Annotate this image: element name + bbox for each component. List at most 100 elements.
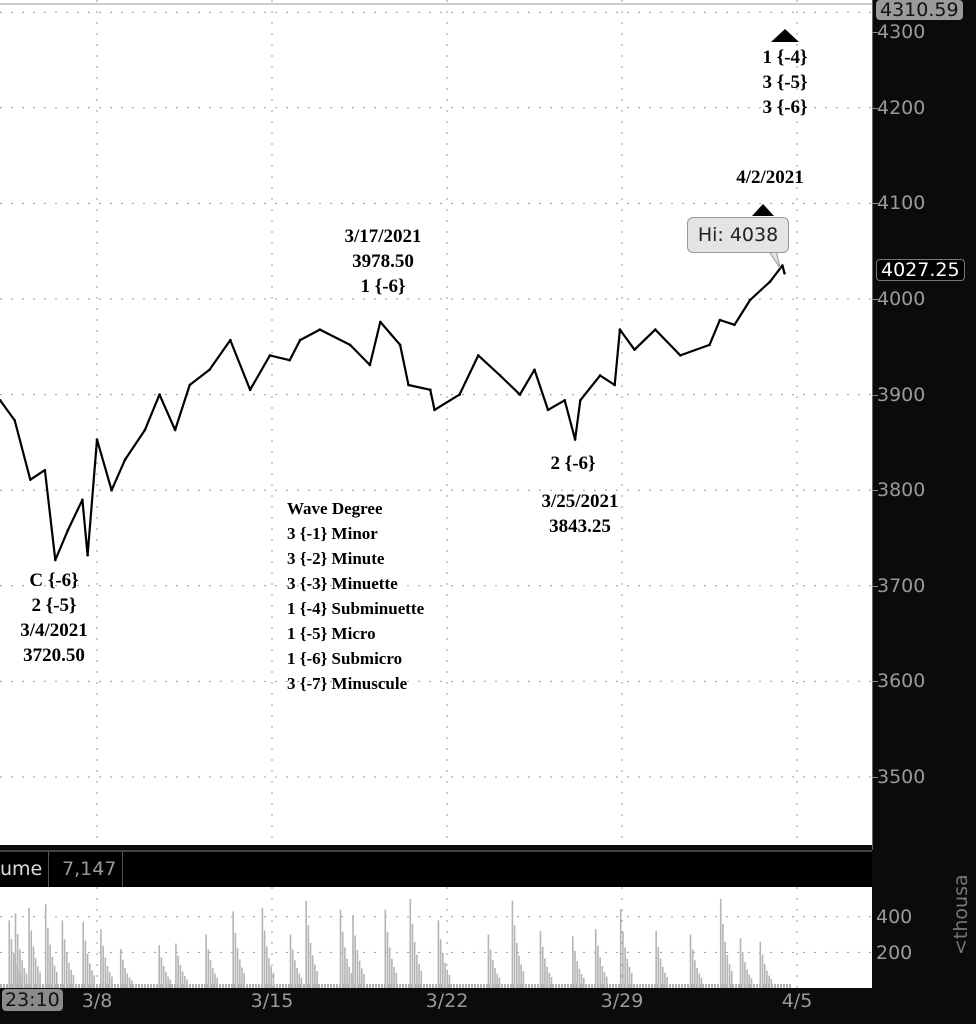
volume-bar xyxy=(698,973,701,988)
volume-bar xyxy=(263,930,266,988)
price-point xyxy=(208,368,211,372)
volume-bar xyxy=(330,984,332,988)
volume-bar xyxy=(108,972,111,988)
volume-bar xyxy=(318,984,320,988)
volume-bar xyxy=(57,984,59,988)
volume-bar xyxy=(730,970,733,988)
volume-bar xyxy=(711,984,713,988)
volume-bar xyxy=(550,976,553,988)
volume-bar xyxy=(63,984,65,988)
volume-bar xyxy=(381,984,383,988)
volume-bar xyxy=(723,984,725,988)
volume-bar xyxy=(39,972,41,988)
volume-bar xyxy=(27,984,29,988)
volume-bar xyxy=(574,950,576,988)
volume-bar xyxy=(268,958,270,988)
volume-chart-area[interactable] xyxy=(0,887,872,988)
price-point xyxy=(679,354,682,357)
volume-bar xyxy=(494,968,496,988)
volume-bar xyxy=(357,984,359,988)
volume-bar xyxy=(25,973,28,988)
volume-bar xyxy=(189,984,191,988)
price-axis[interactable]: 3500 3600 3700 3800 3900 4000 4100 4200 4300 xyxy=(871,0,976,850)
volume-bar xyxy=(258,984,260,988)
price-point xyxy=(248,388,252,392)
volume-bar xyxy=(477,984,479,988)
volume-bar xyxy=(216,977,218,988)
price-point xyxy=(95,438,99,441)
last-price-badge: 4027.25 xyxy=(876,259,965,281)
volume-bar xyxy=(684,984,686,988)
volume-bar xyxy=(314,964,316,988)
volume-bar xyxy=(15,984,17,988)
price-tick-label: 3800 xyxy=(871,479,926,502)
date-label: 3/17/2021 xyxy=(344,226,422,247)
volume-bar xyxy=(363,984,365,988)
price-point xyxy=(368,363,372,367)
volume-bar xyxy=(90,984,92,988)
volume-bar xyxy=(61,920,64,988)
volume-bar xyxy=(321,984,323,988)
volume-bar xyxy=(111,984,113,988)
volume-bar xyxy=(18,984,20,988)
volume-bar xyxy=(696,968,698,988)
volume-bar xyxy=(384,909,387,988)
volume-bar xyxy=(439,939,442,988)
volume-bar xyxy=(264,984,266,988)
price-point xyxy=(433,408,436,412)
volume-bar xyxy=(237,984,239,988)
volume-bar xyxy=(750,984,752,988)
volume-bar xyxy=(579,984,581,988)
wave-label: 2 {-5} xyxy=(31,595,77,616)
annotation-low-march25: 2 {-6} 3/25/2021 3843.25 xyxy=(541,451,618,539)
volume-bar xyxy=(54,984,56,988)
volume-bar xyxy=(770,979,773,988)
legend-item: 1 {-4} Subminuette xyxy=(287,599,425,618)
price-point xyxy=(318,328,322,331)
volume-bar xyxy=(762,984,764,988)
volume-bar xyxy=(741,952,744,988)
volume-bar xyxy=(186,979,188,988)
price-point xyxy=(573,438,577,441)
volume-bar xyxy=(761,954,764,988)
volume-bar xyxy=(423,984,425,988)
volume-bar xyxy=(356,950,359,988)
volume-bar xyxy=(768,984,770,988)
volume-bar xyxy=(204,984,206,988)
volume-bar xyxy=(360,984,362,988)
volume-bar xyxy=(495,984,497,988)
volume-bar xyxy=(102,984,104,988)
price-point xyxy=(407,383,410,387)
volume-bar xyxy=(675,984,677,988)
volume-bar xyxy=(700,977,703,988)
volume-bar xyxy=(414,984,416,988)
volume-bar xyxy=(719,899,722,988)
volume-bar xyxy=(236,948,239,988)
volume-bar xyxy=(327,984,329,988)
volume-bar xyxy=(580,974,583,988)
volume-bar xyxy=(122,959,124,988)
volume-bar xyxy=(87,984,89,988)
volume-bar xyxy=(513,984,515,988)
volume-bar xyxy=(594,984,596,988)
volume-bar xyxy=(402,984,404,988)
price-point xyxy=(633,348,636,351)
volume-bar xyxy=(294,984,296,988)
volume-bar xyxy=(279,984,281,988)
volume-study-label[interactable]: ume xyxy=(0,852,50,887)
price-point xyxy=(173,428,177,432)
volume-bar xyxy=(106,966,109,988)
wave-label: 3 {-6} xyxy=(762,97,808,118)
volume-bar xyxy=(558,984,560,988)
volume-bar xyxy=(45,984,47,988)
price-chart-area[interactable]: C {-6} 2 {-5} 3/4/2021 3720.50 3/17/2021… xyxy=(0,0,872,845)
volume-bar xyxy=(276,984,278,988)
volume-bar xyxy=(207,984,209,988)
volume-bar xyxy=(348,984,350,988)
volume-bar xyxy=(119,948,122,988)
volume-bar xyxy=(309,942,312,988)
volume-bar xyxy=(361,968,363,988)
volume-bar xyxy=(642,984,644,988)
volume-bar xyxy=(411,984,413,988)
volume-bar xyxy=(261,984,263,988)
